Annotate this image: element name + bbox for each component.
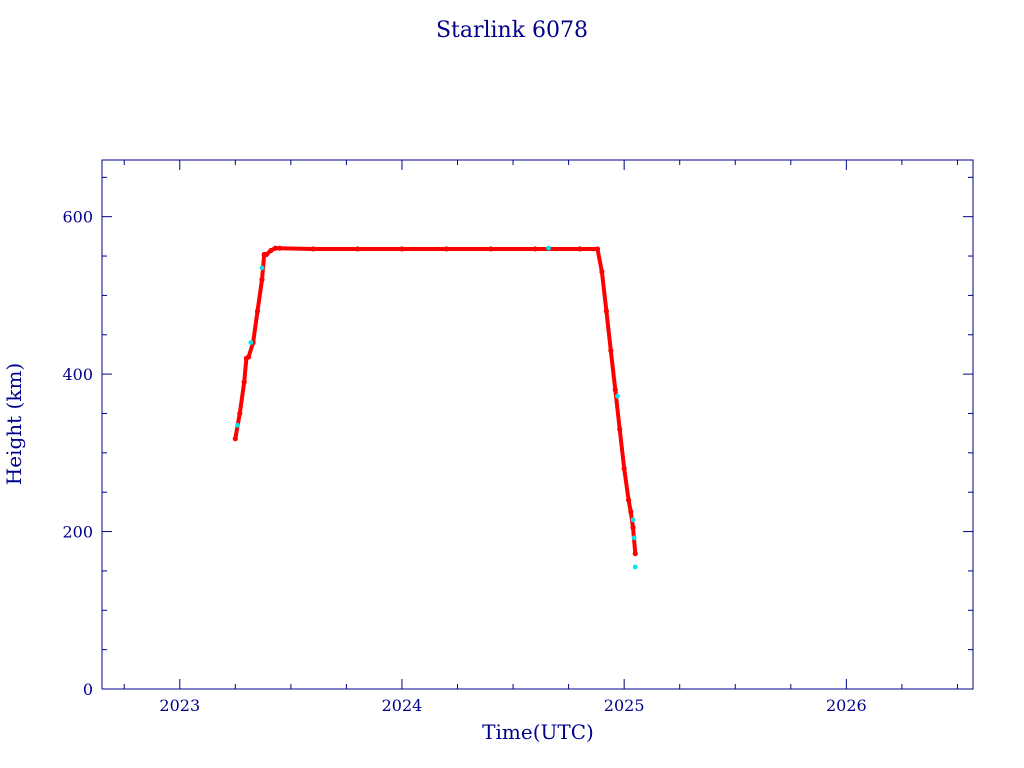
data-point (268, 247, 274, 254)
y-tick-label: 400 (62, 365, 93, 384)
data-point (599, 269, 605, 275)
data-point (612, 387, 618, 393)
data-point (630, 525, 636, 531)
y-axis-label: Height (km) (2, 363, 26, 485)
data-point (259, 277, 265, 283)
data-point (617, 426, 623, 432)
data-point (354, 246, 361, 252)
y-axis: 0 200 400 600 (62, 176, 973, 699)
chart-title: Starlink 6078 (436, 18, 588, 43)
data-points (232, 245, 638, 570)
data-point (577, 246, 583, 252)
data-point (546, 245, 552, 251)
y-tick-label: 0 (83, 680, 93, 699)
data-point (237, 410, 243, 417)
data-point (488, 246, 494, 252)
data-point (232, 436, 238, 442)
data-point (615, 393, 620, 399)
data-point (443, 246, 450, 252)
x-axis: 2023 2024 2025 2026 (123, 160, 958, 715)
y-tick-label: 200 (62, 523, 93, 542)
data-point (248, 340, 254, 346)
data-point (625, 497, 632, 503)
y-tick-label: 600 (62, 208, 93, 227)
data-point (621, 465, 627, 472)
data-point (259, 265, 265, 271)
data-point (594, 246, 601, 252)
x-tick-label: 2026 (826, 696, 867, 715)
data-point (235, 422, 240, 428)
x-tick-label: 2023 (159, 696, 200, 715)
data-point (603, 308, 609, 314)
data-point (241, 379, 247, 385)
data-point (310, 246, 316, 252)
data-point (608, 347, 614, 354)
data-point (631, 535, 637, 541)
data-point (532, 246, 538, 252)
data-point (628, 509, 634, 515)
series-track (233, 246, 638, 554)
data-point (632, 551, 638, 557)
data-point (263, 251, 270, 258)
data-point (632, 564, 638, 570)
x-tick-label: 2025 (604, 696, 645, 715)
data-point (254, 308, 261, 314)
x-tick-label: 2024 (382, 696, 423, 715)
data-point (630, 517, 636, 523)
data-point (246, 354, 252, 360)
data-point (277, 245, 283, 251)
x-axis-label: Time(UTC) (482, 720, 594, 744)
plot-frame (101, 159, 974, 690)
data-point (399, 246, 405, 252)
data-point (272, 245, 278, 251)
